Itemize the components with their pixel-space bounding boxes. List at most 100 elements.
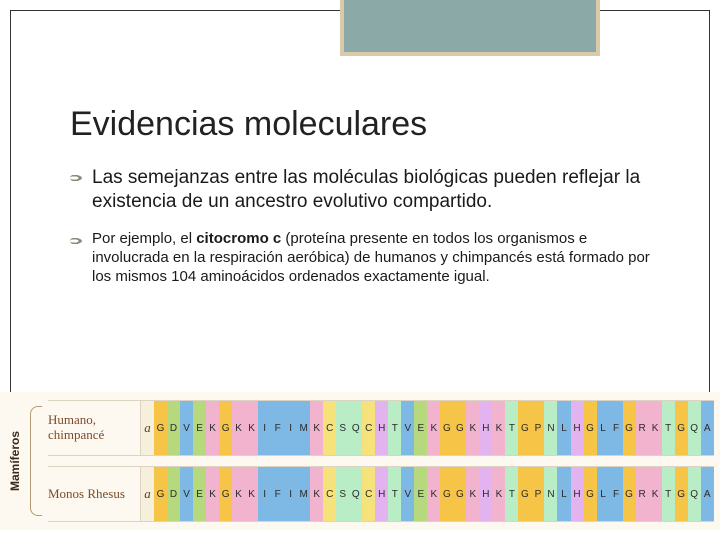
aa-cell: G — [453, 401, 466, 455]
aa-cell: T — [505, 467, 518, 521]
sequence-figure: Mamíferos Humano, chimpancéaGDVEKGKKIFIM… — [0, 392, 720, 530]
bullet-text-run: citocromo c — [196, 230, 281, 247]
aa-cell: K — [466, 401, 479, 455]
bullet-text-run: Las semejanzas entre las moléculas bioló… — [92, 167, 640, 212]
aa-cell: G — [623, 401, 636, 455]
aa-cell: I — [284, 467, 297, 521]
aa-cell: E — [414, 467, 427, 521]
aa-cell: Q — [688, 401, 701, 455]
aa-cell: Q — [688, 467, 701, 521]
aa-cell: M — [297, 401, 310, 455]
aa-cell: A — [701, 401, 714, 455]
aa-cell: C — [362, 401, 375, 455]
aa-cell: S — [336, 401, 349, 455]
aa-cell: K — [492, 401, 505, 455]
aa-cell: P — [531, 401, 544, 455]
aa-cell: H — [571, 401, 584, 455]
aa-cell: S — [336, 467, 349, 521]
aa-cell: H — [375, 467, 388, 521]
aa-cell: P — [531, 467, 544, 521]
aa-cell: T — [662, 467, 675, 521]
aa-cell: A — [701, 467, 714, 521]
aa-cell: V — [180, 401, 193, 455]
aa-cell: H — [375, 401, 388, 455]
aa-cell: E — [193, 401, 206, 455]
sequence-row: Humano, chimpancéaGDVEKGKKIFIMKCSQCHTVEK… — [48, 400, 714, 456]
aa-cell: G — [675, 467, 688, 521]
sequence-rows: Humano, chimpancéaGDVEKGKKIFIMKCSQCHTVEK… — [48, 400, 714, 522]
aa-cell: K — [427, 401, 440, 455]
header-accent-box — [340, 0, 600, 56]
aa-cell: G — [518, 467, 531, 521]
content-area: Evidencias moleculares Las semejanzas en… — [70, 105, 660, 300]
aa-cell: N — [544, 467, 557, 521]
aa-cell: K — [492, 467, 505, 521]
aa-cell: I — [258, 401, 271, 455]
aa-cell: G — [219, 467, 232, 521]
sequence-prefix: a — [140, 467, 154, 521]
aa-cell: Q — [349, 467, 362, 521]
aa-cell: K — [310, 467, 323, 521]
aa-cell: V — [401, 401, 414, 455]
sequence-cells: GDVEKGKKIFIMKCSQCHTVEKGGKHKTGPNLHGLFGRKT… — [154, 467, 714, 521]
aa-cell: T — [388, 401, 401, 455]
figure-bracket — [30, 406, 42, 516]
sequence-cells: GDVEKGKKIFIMKCSQCHTVEKGGKHKTGPNLHGLFGRKT… — [154, 401, 714, 455]
sequence-row-label: Humano, chimpancé — [48, 401, 140, 455]
bullet-item: Por ejemplo, el citocromo c (proteína pr… — [70, 229, 660, 287]
aa-cell: V — [180, 467, 193, 521]
aa-cell: G — [453, 467, 466, 521]
aa-cell: T — [505, 401, 518, 455]
aa-cell: G — [154, 401, 167, 455]
aa-cell: K — [649, 467, 662, 521]
figure-y-label: Mamíferos — [8, 410, 28, 512]
aa-cell: F — [271, 467, 284, 521]
aa-cell: G — [623, 467, 636, 521]
aa-cell: D — [167, 467, 180, 521]
aa-cell: R — [636, 401, 649, 455]
aa-cell: L — [557, 401, 570, 455]
aa-cell: C — [323, 467, 336, 521]
aa-cell: Q — [349, 401, 362, 455]
aa-cell: L — [597, 401, 610, 455]
aa-cell: H — [571, 467, 584, 521]
aa-cell: M — [297, 467, 310, 521]
aa-cell: C — [362, 467, 375, 521]
sequence-prefix: a — [140, 401, 154, 455]
aa-cell: K — [245, 401, 258, 455]
bullet-text-run: Por ejemplo, el — [92, 230, 196, 247]
sequence-row-label: Monos Rhesus — [48, 467, 140, 521]
aa-cell: I — [258, 467, 271, 521]
aa-cell: L — [557, 467, 570, 521]
aa-cell: H — [479, 401, 492, 455]
aa-cell: I — [284, 401, 297, 455]
aa-cell: H — [479, 467, 492, 521]
aa-cell: G — [518, 401, 531, 455]
aa-cell: D — [167, 401, 180, 455]
aa-cell: F — [271, 401, 284, 455]
aa-cell: N — [544, 401, 557, 455]
aa-cell: G — [584, 401, 597, 455]
bullet-item: Las semejanzas entre las moléculas bioló… — [70, 166, 660, 215]
aa-cell: E — [414, 401, 427, 455]
aa-cell: T — [388, 467, 401, 521]
aa-cell: G — [440, 401, 453, 455]
aa-cell: G — [440, 467, 453, 521]
aa-cell: E — [193, 467, 206, 521]
aa-cell: K — [206, 401, 219, 455]
aa-cell: K — [232, 467, 245, 521]
aa-cell: K — [206, 467, 219, 521]
aa-cell: T — [662, 401, 675, 455]
aa-cell: L — [597, 467, 610, 521]
slide-title: Evidencias moleculares — [70, 105, 660, 144]
sequence-row: Monos RhesusaGDVEKGKKIFIMKCSQCHTVEKGGKHK… — [48, 466, 714, 522]
aa-cell: G — [675, 401, 688, 455]
bullet-list: Las semejanzas entre las moléculas bioló… — [70, 166, 660, 286]
aa-cell: R — [636, 467, 649, 521]
aa-cell: G — [584, 467, 597, 521]
aa-cell: F — [610, 401, 623, 455]
aa-cell: K — [245, 467, 258, 521]
aa-cell: V — [401, 467, 414, 521]
aa-cell: K — [427, 467, 440, 521]
aa-cell: F — [610, 467, 623, 521]
